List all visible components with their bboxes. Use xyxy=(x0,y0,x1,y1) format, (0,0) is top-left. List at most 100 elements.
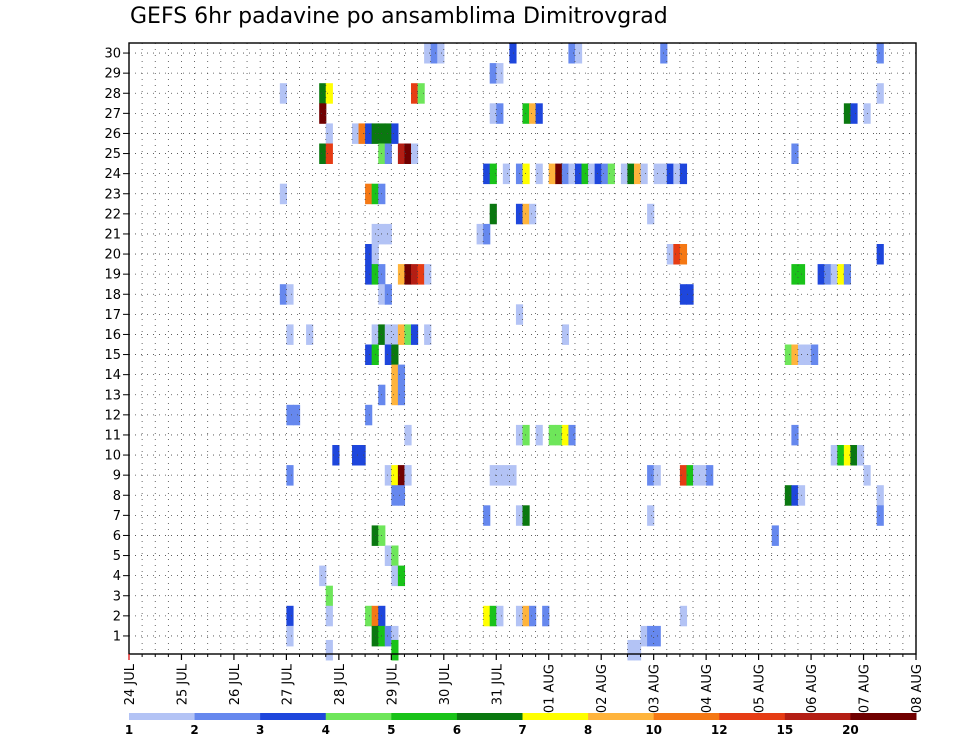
data-cell xyxy=(384,143,392,164)
data-cell xyxy=(397,364,406,386)
y-tick-label: 14 xyxy=(104,368,121,383)
colorbar-swatch xyxy=(391,713,458,720)
colorbar-swatch xyxy=(719,713,786,720)
data-cell xyxy=(404,465,412,486)
data-cell xyxy=(837,264,845,285)
data-cell xyxy=(666,163,674,185)
data-cell xyxy=(417,264,425,285)
x-tick-label: 08 AUG xyxy=(910,664,925,713)
data-cell xyxy=(824,264,832,285)
data-cell xyxy=(522,103,530,124)
data-cell xyxy=(843,264,852,285)
x-tick-label: 30 JUL xyxy=(438,663,453,705)
y-tick-label: 7 xyxy=(113,509,121,524)
data-cell xyxy=(391,364,399,386)
data-cell xyxy=(647,625,655,647)
colorbar-swatch xyxy=(588,713,655,720)
data-cell xyxy=(647,203,655,225)
data-cell xyxy=(489,163,497,185)
colorbar-swatch xyxy=(194,713,261,720)
data-cell xyxy=(391,324,399,345)
data-cell xyxy=(574,43,583,64)
colorbar-swatch xyxy=(325,713,392,720)
data-cell xyxy=(384,223,392,245)
data-cell xyxy=(391,545,399,566)
x-tick-label: 07 AUG xyxy=(858,664,873,713)
x-tick-label: 29 JUL xyxy=(385,663,400,705)
colorbar-label: 5 xyxy=(387,723,395,737)
y-tick-label: 12 xyxy=(104,408,121,423)
data-cell xyxy=(843,445,852,466)
data-cell xyxy=(640,163,648,185)
data-cell xyxy=(404,424,412,446)
data-cell xyxy=(699,465,707,486)
data-cell xyxy=(351,123,360,144)
data-cell xyxy=(319,103,327,124)
data-cell xyxy=(286,625,294,647)
data-cell xyxy=(286,465,294,486)
data-cell xyxy=(804,344,812,365)
y-tick-label: 9 xyxy=(113,469,121,484)
x-tick-label: 05 AUG xyxy=(753,664,768,713)
y-tick-label: 29 xyxy=(104,67,121,82)
data-cell xyxy=(384,344,392,365)
y-tick-label: 21 xyxy=(104,227,121,242)
data-cell xyxy=(673,163,681,185)
data-cell xyxy=(574,163,583,185)
data-cell xyxy=(476,223,484,245)
data-cell xyxy=(830,445,838,466)
data-cell xyxy=(791,344,799,365)
data-cell xyxy=(384,545,392,566)
y-tick-label: 23 xyxy=(104,187,121,202)
data-cell xyxy=(561,163,570,185)
data-cell xyxy=(811,344,819,365)
colorbar-label: 15 xyxy=(776,723,793,737)
data-cell xyxy=(568,43,576,64)
y-tick-label: 30 xyxy=(104,47,121,62)
y-tick-label: 3 xyxy=(113,589,121,604)
data-cell xyxy=(561,424,570,446)
data-cell xyxy=(850,445,858,466)
data-cell xyxy=(384,625,392,647)
data-cell xyxy=(365,123,373,144)
x-tick-label: 03 AUG xyxy=(648,664,663,713)
data-cell xyxy=(319,83,327,104)
data-cell xyxy=(279,83,287,104)
data-cell xyxy=(555,163,563,185)
colorbar-swatch xyxy=(129,713,196,720)
y-tick-label: 8 xyxy=(113,489,121,504)
data-cell xyxy=(666,244,674,265)
data-cell xyxy=(784,485,792,506)
data-cell xyxy=(679,284,688,305)
data-cell xyxy=(391,465,399,486)
data-cell xyxy=(411,324,419,345)
data-cell xyxy=(679,465,688,486)
data-cell xyxy=(548,424,556,446)
data-cell xyxy=(286,404,294,426)
data-cell xyxy=(594,163,602,185)
x-tick-label: 04 AUG xyxy=(700,664,715,713)
data-cell xyxy=(561,324,570,345)
y-tick-label: 17 xyxy=(104,308,121,323)
data-cell xyxy=(365,244,373,265)
y-tick-label: 24 xyxy=(104,167,121,182)
y-tick-label: 26 xyxy=(104,127,121,142)
data-cell xyxy=(535,103,543,124)
colorbar-label: 6 xyxy=(453,723,461,737)
data-cell xyxy=(830,264,838,285)
x-tick-label: 06 AUG xyxy=(805,664,820,713)
data-cell xyxy=(679,163,688,185)
data-cell xyxy=(627,163,635,185)
data-cell xyxy=(411,83,419,104)
data-cell xyxy=(876,43,884,64)
data-cell xyxy=(555,424,563,446)
y-tick-label: 19 xyxy=(104,268,121,283)
data-cell xyxy=(693,465,701,486)
data-cell xyxy=(483,223,491,245)
data-cell xyxy=(502,465,510,486)
data-cell xyxy=(365,183,373,205)
data-cell xyxy=(397,485,406,506)
data-cell xyxy=(404,143,412,164)
data-cell xyxy=(640,625,648,647)
data-cell xyxy=(876,505,884,526)
